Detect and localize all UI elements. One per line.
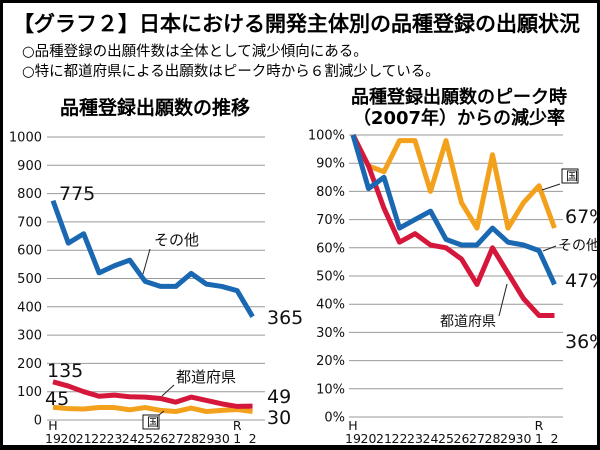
right-line-other [350,134,557,286]
right-chart: 0%10%20%30%40%50%60%70%80%90%100%19 20 21 2… [308,129,600,446]
chart-annotation: 国 [566,169,578,183]
right-era-label: H [348,418,357,433]
chart-annotation: その他 [558,238,600,254]
chart-annotation: 国 [147,415,159,429]
right-x-tick-label: 25 [438,431,454,446]
left-x-tick-label: 27 [168,431,184,446]
chart-annotation: 135 [47,360,83,382]
chart-annotation: 都道府県 [440,314,496,330]
left-y-tick-label: 300 [17,329,42,344]
right-y-tick-label: 80% [316,185,345,200]
right-x-tick-label: 23 [407,431,423,446]
left-x-tick-label: 25 [137,431,153,446]
right-x-tick-label: 29 [500,431,516,446]
annotation-box [561,168,579,184]
right-chart-title: 品種登録出願数のピーク時 （2007年）からの減少率 [329,87,589,129]
right-x-tick-label: 1 [535,431,543,446]
right-x-tick-label: 24 [423,431,439,446]
annotation-leader-line [142,248,151,275]
left-x-tick-label: 22 [91,431,107,446]
left-line-other [50,199,255,318]
left-y-tick-label: 900 [17,159,42,174]
right-era-label: R [535,418,544,433]
left-x-tick-label: 2 [249,431,257,446]
bullet-item: ○品種登録の出願件数は全体として減少傾向にある。 [22,44,368,60]
left-y-tick-label: 500 [17,272,42,287]
chart-annotation: 67% [565,206,600,228]
right-line-prefectures [350,133,555,318]
left-y-tick-label: 0 [34,414,42,429]
left-line-prefectures [52,379,253,409]
left-chart-title: 品種登録出願数の推移 [59,97,250,119]
right-x-tick-label: 20 [361,431,377,446]
chart-annotation: 49 [267,386,291,408]
chart-annotation: 36% [565,331,600,353]
right-y-tick-label: 10% [316,382,345,397]
left-y-tick-label: 600 [17,244,42,259]
annotation-box [142,414,160,430]
annotation-leader-line [498,283,508,317]
right-y-tick-label: 0% [324,411,345,426]
right-x-tick-label: 22 [392,431,408,446]
chart-annotation: 30 [267,407,291,429]
annotation-leader-line [158,410,165,416]
chart-annotation: その他 [154,231,199,249]
right-chart-title-line2: （2007年）からの減少率 [352,108,566,129]
left-x-tick-label: 20 [60,431,76,446]
left-x-tick-label: 26 [152,431,168,446]
right-x-tick-label: 30 [516,431,532,446]
right-y-tick-label: 60% [316,241,345,256]
right-x-tick-label: 21 [376,431,392,446]
right-y-tick-label: 20% [316,354,345,369]
chart-annotation: 775 [59,183,95,205]
left-x-tick-label: 30 [214,431,230,446]
right-line-national [350,133,557,231]
bullet-item: ○特に都道府県による出願数はピーク時から６割減少している。 [22,64,440,80]
chart-annotation: 45 [45,388,69,410]
right-y-tick-label: 30% [316,326,345,341]
right-y-tick-label: 40% [316,298,345,313]
left-x-tick-label: 23 [106,431,122,446]
left-x-tick-label: 24 [122,431,138,446]
chart-annotation: 都道府県 [176,368,236,386]
right-x-tick-label: 28 [485,431,501,446]
page-title: 【グラフ２】日本における開発主体別の品種登録の出願状況 [13,12,580,36]
left-y-tick-label: 800 [17,187,42,202]
bullet-list: ○品種登録の出願件数は全体として減少傾向にある。 ○特に都道府県による出願数はピ… [22,42,440,82]
left-x-tick-label: 21 [76,431,92,446]
right-x-tick-label: 19 [345,431,361,446]
annotation-leader-line [542,245,557,252]
chart-annotation: 47% [565,270,600,292]
left-y-tick-label: 200 [17,357,42,372]
left-y-tick-label: 700 [17,215,42,230]
right-y-tick-label: 50% [316,270,345,285]
left-y-tick-label: 400 [17,300,42,315]
annotation-leader-line [541,183,561,191]
right-x-tick-label: 27 [469,431,485,446]
left-x-tick-label: 29 [199,431,215,446]
right-y-tick-label: 100% [308,129,345,144]
left-x-tick-label: 28 [183,431,199,446]
right-y-tick-label: 70% [316,213,345,228]
left-era-label: H [48,418,57,433]
left-x-tick-label: 19 [45,431,61,446]
left-era-label: R [233,418,242,433]
chart-annotation: 365 [267,307,303,329]
right-x-tick-label: 26 [454,431,470,446]
annotation-leader-line [161,384,175,397]
left-y-tick-label: 100 [17,385,42,400]
left-x-tick-label: 1 [233,431,241,446]
right-y-tick-label: 90% [316,157,345,172]
right-x-tick-label: 2 [551,431,559,446]
right-chart-title-line1: 品種登録出願数のピーク時 [351,87,567,108]
left-y-tick-label: 1000 [9,131,42,146]
left-line-national [52,404,253,415]
